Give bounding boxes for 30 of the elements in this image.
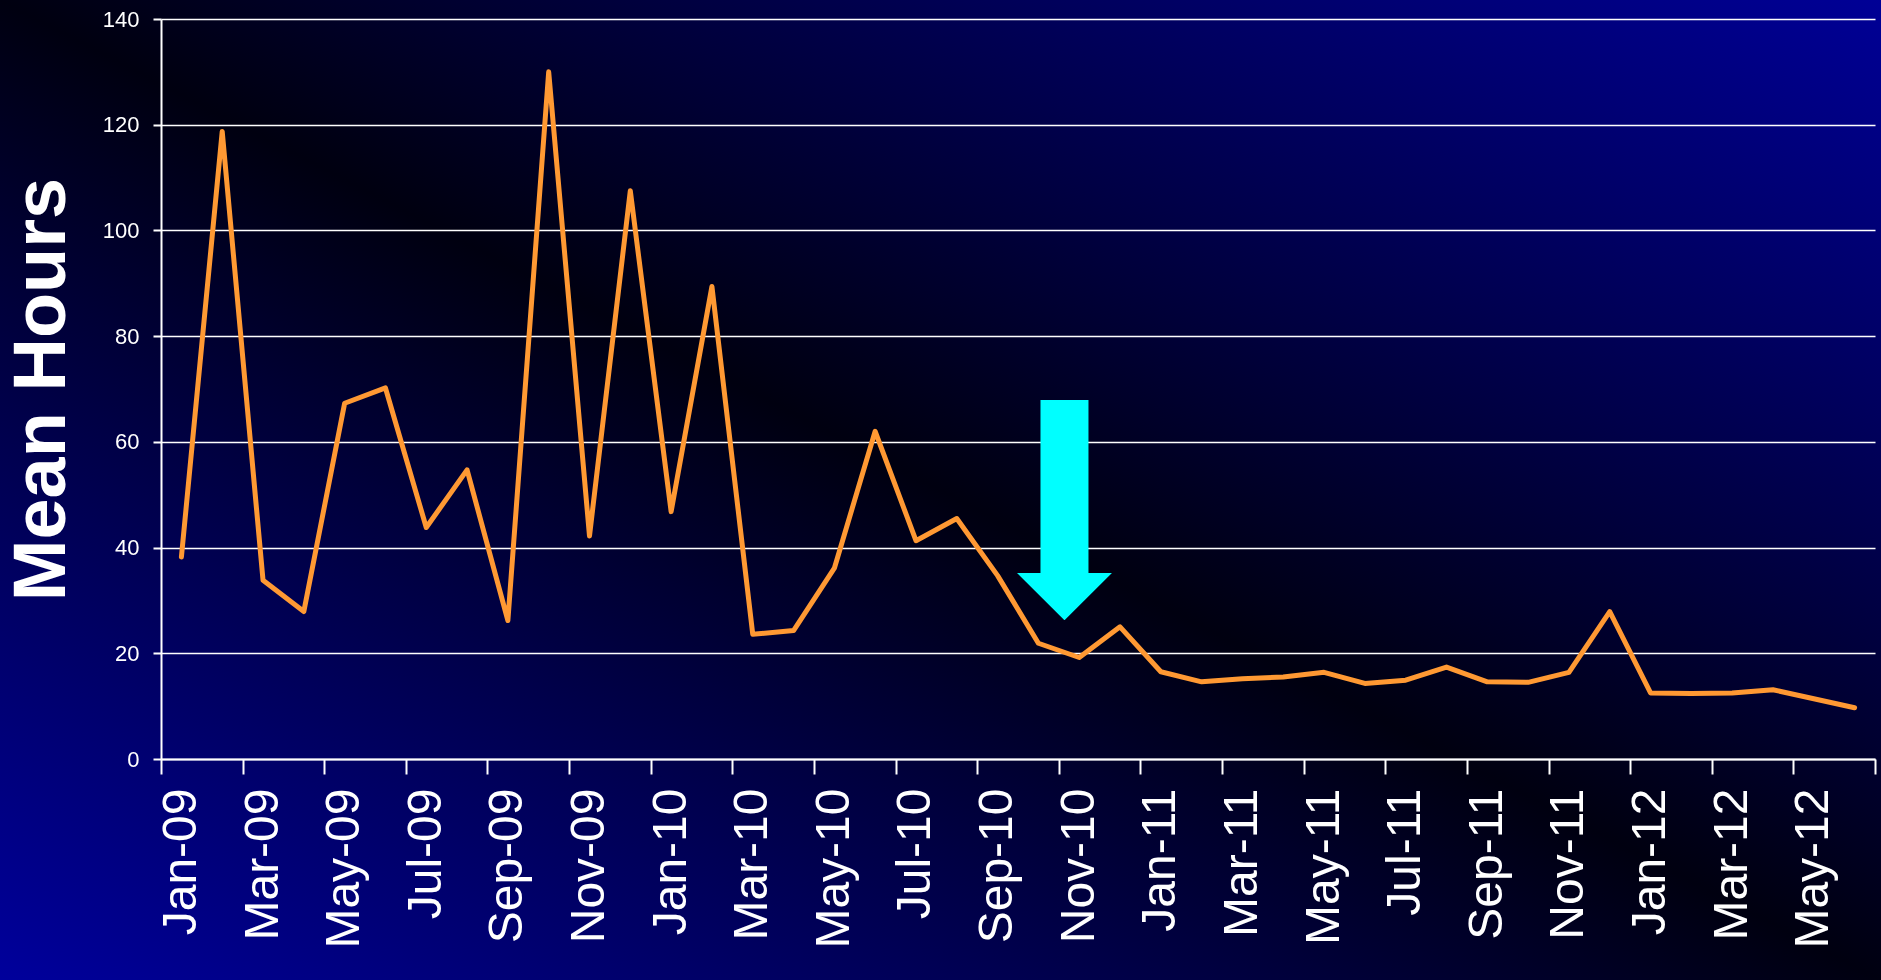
- x-tick-label: Nov-11: [1540, 788, 1594, 940]
- x-tick-label: Jul-11: [1377, 788, 1431, 916]
- x-tick-label: Mar-11: [1213, 788, 1267, 937]
- y-tick-label: 120: [102, 112, 140, 138]
- x-tick-label: May-12: [1785, 788, 1839, 949]
- x-tick-label: May-10: [805, 788, 859, 949]
- x-tick-label: Jul-10: [887, 788, 941, 920]
- y-tick-label: 40: [115, 535, 140, 561]
- x-tick-label: Mar-12: [1703, 788, 1757, 941]
- x-tick-label: Mar-09: [234, 788, 288, 941]
- x-tick-label: Sep-11: [1458, 788, 1512, 940]
- y-tick-label: 60: [115, 429, 140, 455]
- x-tick-label: Jan-11: [1132, 788, 1186, 932]
- y-tick-label: 140: [102, 6, 140, 32]
- x-tick-label: Nov-10: [1050, 788, 1104, 944]
- x-tick-label: Mar-10: [724, 788, 778, 941]
- x-tick-label: May-11: [1295, 788, 1349, 945]
- x-tick-label: Jan-09: [152, 788, 206, 936]
- y-tick-label: 80: [115, 323, 140, 349]
- x-tick-label: Nov-09: [561, 788, 614, 944]
- y-tick-label: 100: [102, 217, 140, 243]
- x-tick-label: Jan-10: [642, 788, 696, 936]
- x-tick-label: Jan-12: [1622, 788, 1676, 936]
- x-tick-label: May-09: [316, 788, 370, 949]
- x-tick-label: Sep-10: [969, 788, 1023, 944]
- x-tick-label: Sep-09: [479, 788, 533, 944]
- y-tick-label: 20: [115, 640, 140, 666]
- y-tick-label: 0: [127, 746, 140, 772]
- x-tick-label: Jul-09: [397, 788, 451, 920]
- y-axis-title: Mean Hours: [0, 177, 81, 602]
